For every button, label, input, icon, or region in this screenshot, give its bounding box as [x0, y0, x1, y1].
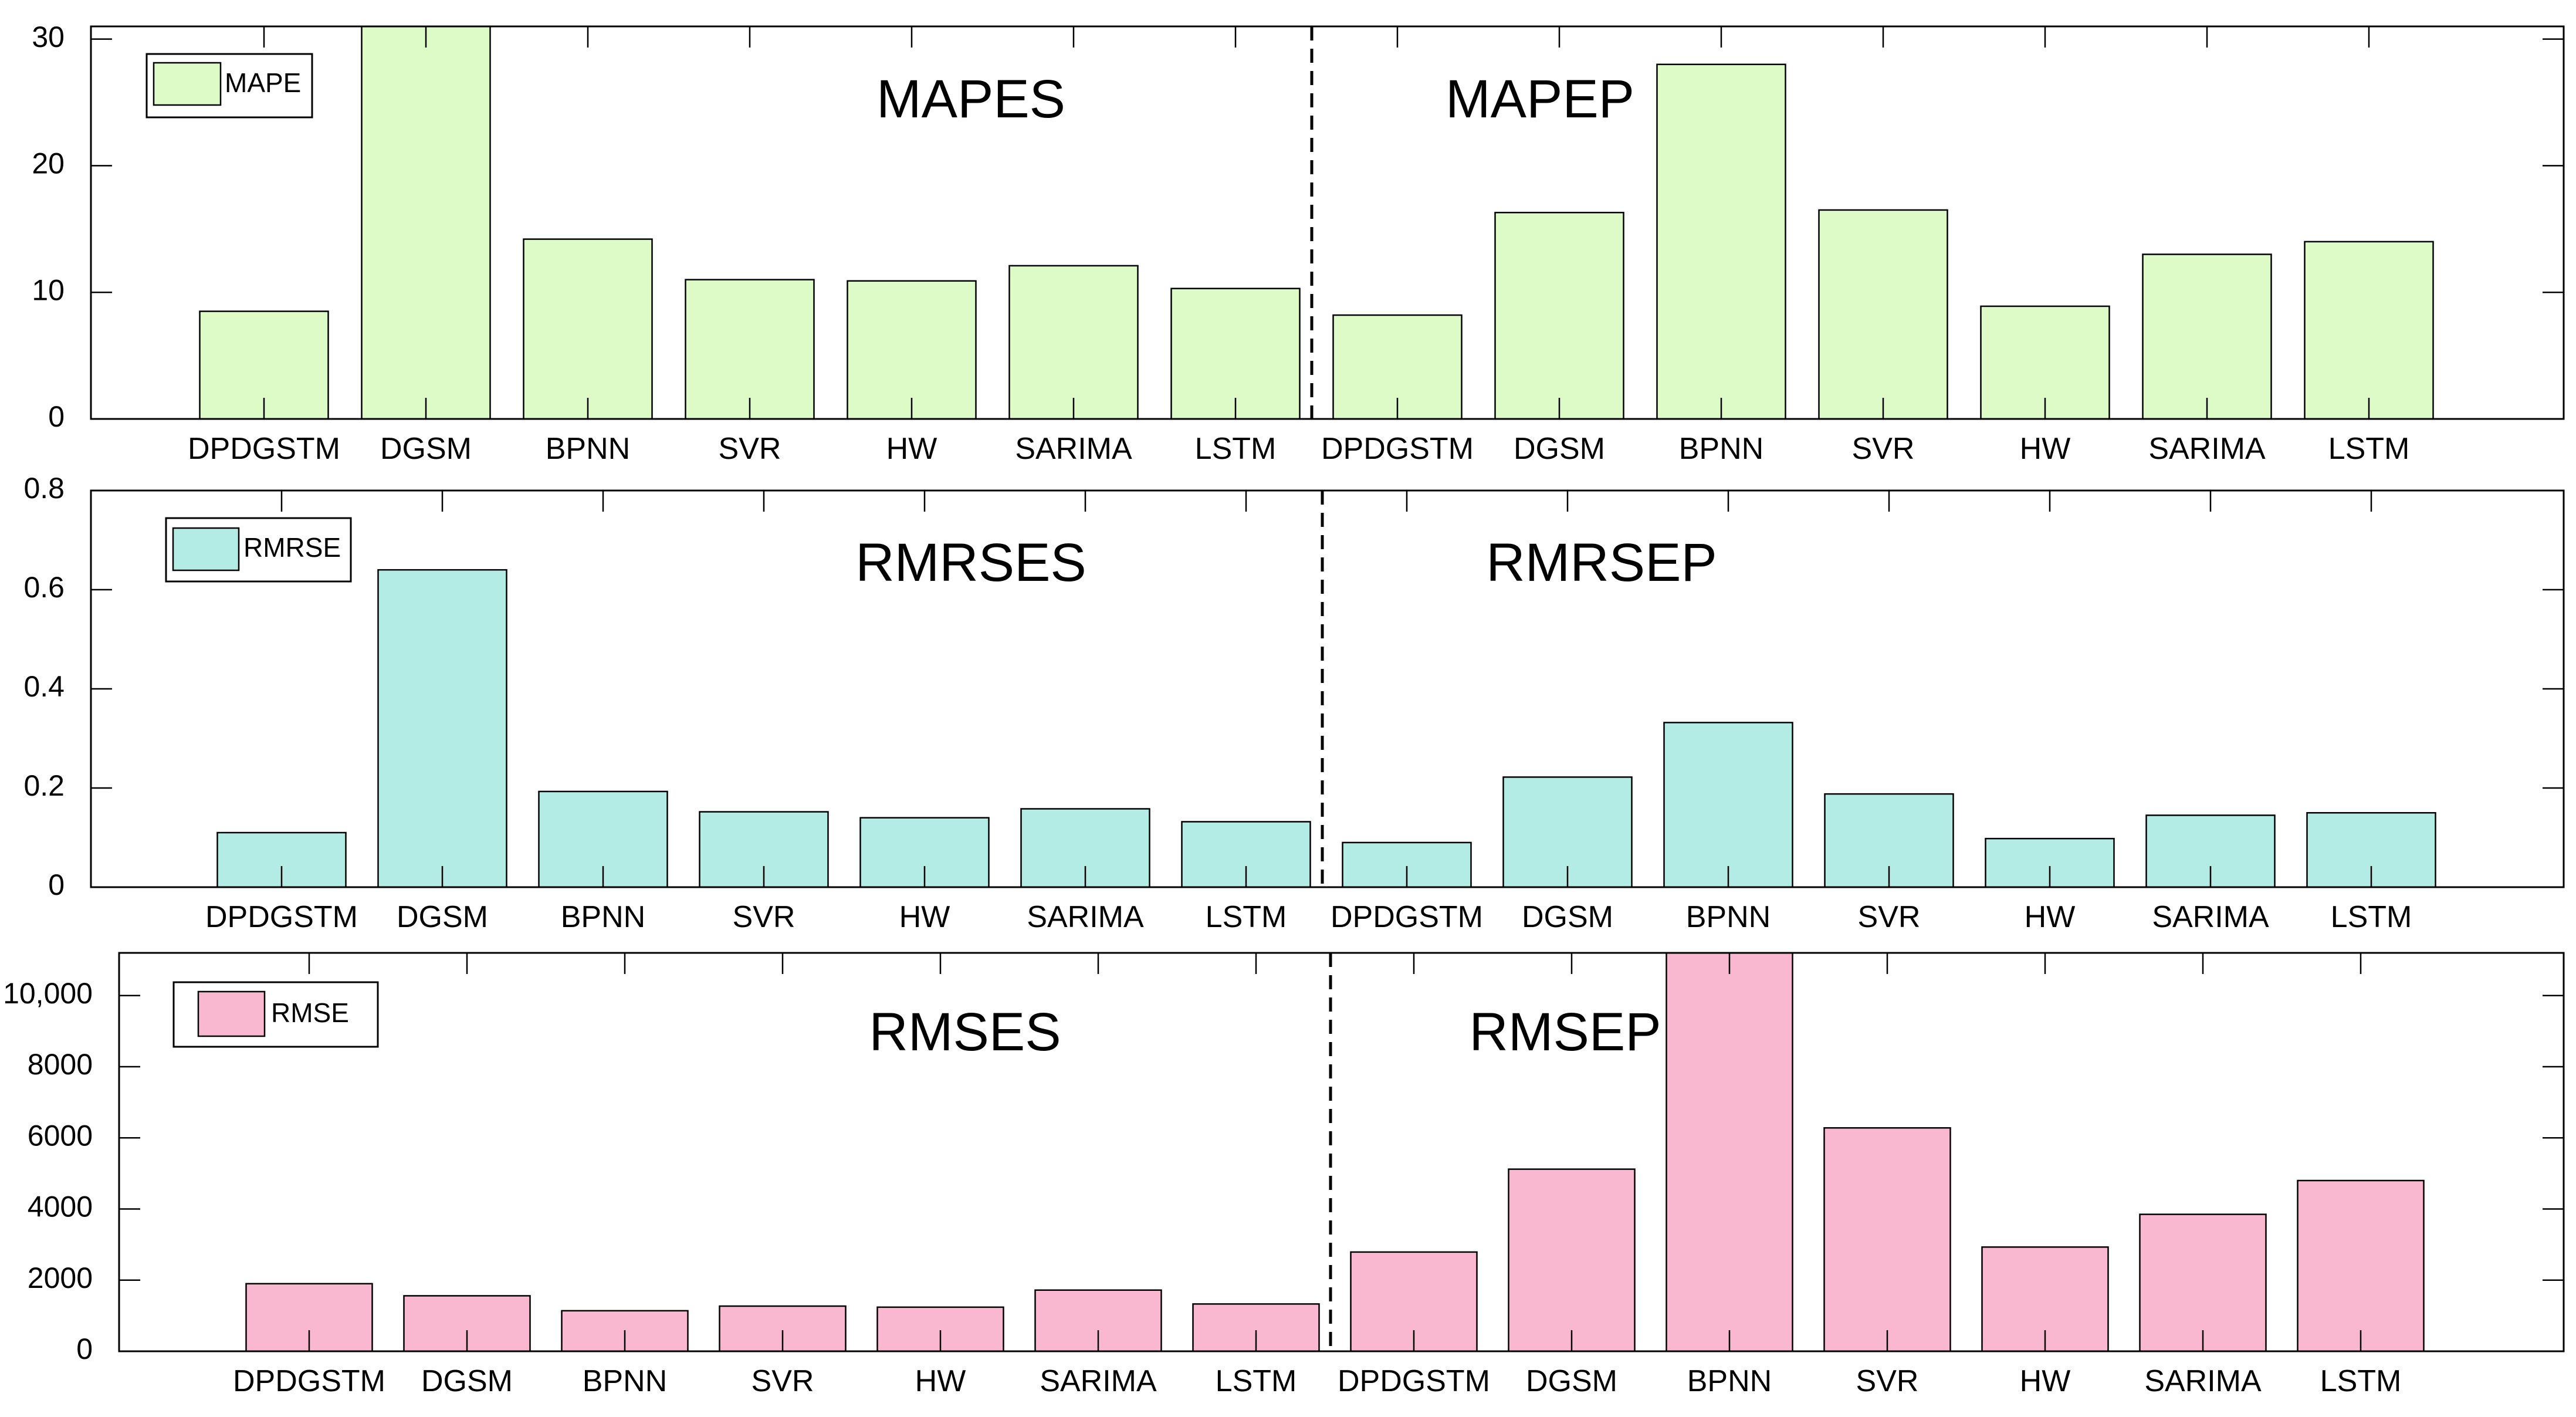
x-tick-label: SARIMA	[1015, 432, 1132, 466]
x-tick-label: SVR	[733, 900, 796, 934]
x-tick-label: HW	[2025, 900, 2076, 934]
y-tick-label: 0	[48, 400, 65, 433]
x-tick-label: DPDGSTM	[1331, 900, 1483, 934]
x-tick-label: DPDGSTM	[233, 1364, 385, 1398]
rmrse-panel: 0 0.2 0.4 0.6 0.8 DPDGSTM DGSM BPNN SVR HW SARIMA L…	[23, 472, 2565, 934]
left-section-label: MAPES	[876, 69, 1065, 129]
bar-svr-p	[1818, 209, 1948, 420]
x-tick-label: SVR	[1852, 432, 1915, 466]
x-tick-label: LSTM	[1195, 432, 1277, 466]
y-tick-label: 4000	[28, 1191, 93, 1223]
x-tick-label: DPDGSTM	[1338, 1364, 1490, 1398]
bar-sarima-p	[2142, 253, 2272, 420]
x-tick-label: SVR	[719, 432, 781, 466]
x-tick-label: SARIMA	[1027, 900, 1144, 934]
y-tick-label: 0	[48, 868, 65, 901]
x-tick-label: HW	[899, 900, 950, 934]
bar-bpnn-p	[1656, 63, 1786, 420]
y-tick-label: 10,000	[3, 977, 93, 1010]
x-tick-label: SARIMA	[2144, 1364, 2262, 1398]
bar-bpnn-p	[1666, 952, 1793, 1352]
y-tick-label: 0.4	[23, 670, 65, 703]
x-tick-label: BPNN	[1686, 900, 1771, 934]
legend-label: RMSE	[271, 997, 349, 1028]
y-tick-label: 30	[32, 21, 65, 53]
x-tick-label: DGSM	[421, 1364, 513, 1398]
x-tick-label: BPNN	[1679, 432, 1763, 466]
legend-label: MAPE	[225, 67, 301, 98]
bar-dgsm-s	[403, 1295, 531, 1352]
y-tick-label: 0.2	[23, 769, 65, 802]
x-tick-label: DPDGSTM	[205, 900, 358, 934]
x-tick-label: LSTM	[1206, 900, 1287, 934]
x-tick-label: DGSM	[1522, 900, 1613, 934]
x-tick-label: HW	[915, 1364, 966, 1398]
bar-sarima-p	[2139, 1213, 2267, 1352]
bar-dgsm-p	[1494, 211, 1624, 420]
x-tick-label: SVR	[1858, 900, 1921, 934]
bar-svr-s	[685, 279, 815, 420]
x-tick-label: BPNN	[1687, 1364, 1772, 1398]
rmrse-legend: RMRSE	[165, 517, 352, 583]
x-tick-label: SARIMA	[2152, 900, 2269, 934]
x-tick-label: HW	[2020, 432, 2071, 466]
legend-swatch	[153, 62, 222, 106]
bar-dgsm-s	[377, 569, 507, 888]
bar-lstm-p	[2297, 1179, 2425, 1352]
axes-frame	[118, 952, 2565, 1352]
x-tick-label: DGSM	[1526, 1364, 1617, 1398]
x-tick-label: DGSM	[1514, 432, 1605, 466]
x-tick-label: HW	[2020, 1364, 2071, 1398]
rmse-panel: 0 2000 4000 6000 8000 10,000 DPDGSTM DGSM BPNN SV…	[3, 952, 2565, 1398]
bar-bpnn-s	[523, 238, 653, 420]
right-section-label: RMRSEP	[1486, 533, 1717, 593]
bar-dgsm-p	[1508, 1168, 1636, 1352]
x-tick-label: SARIMA	[1040, 1364, 1157, 1398]
y-tick-label: 20	[32, 147, 65, 180]
x-tick-label: LSTM	[2320, 1364, 2402, 1398]
legend-label: RMRSE	[243, 532, 341, 563]
legend-swatch	[172, 527, 240, 571]
bar-lstm-s	[1170, 288, 1301, 420]
x-tick-label: BPNN	[583, 1364, 667, 1398]
x-tick-label: BPNN	[546, 432, 630, 466]
x-tick-label: DPDGSTM	[1321, 432, 1474, 466]
bar-dgsm-s	[361, 25, 491, 420]
y-tick-label: 8000	[28, 1048, 93, 1081]
x-tick-label: LSTM	[2331, 900, 2412, 934]
x-tick-label: LSTM	[1216, 1364, 1297, 1398]
bar-bpnn-p	[1663, 722, 1793, 888]
bar-sarima-s	[1008, 265, 1139, 420]
bar-svr-p	[1823, 1127, 1951, 1352]
right-section-label: RMSEP	[1469, 1002, 1661, 1062]
right-section-label: MAPEP	[1446, 69, 1634, 129]
y-tick-label: 10	[32, 273, 65, 306]
x-tick-label: DGSM	[397, 900, 488, 934]
legend-swatch	[197, 990, 266, 1037]
rmse-legend: RMSE	[172, 981, 379, 1048]
y-tick-label: 2000	[28, 1262, 93, 1294]
axes-frame	[90, 25, 2565, 420]
x-tick-label: SVR	[752, 1364, 814, 1398]
y-tick-label: 0	[76, 1333, 93, 1365]
x-tick-label: SARIMA	[2148, 432, 2266, 466]
x-tick-label: HW	[886, 432, 937, 466]
x-tick-label: DGSM	[380, 432, 472, 466]
x-tick-label: SVR	[1856, 1364, 1919, 1398]
bar-lstm-p	[2304, 241, 2434, 420]
left-section-label: RMRSES	[855, 533, 1086, 593]
y-tick-label: 0.8	[23, 472, 65, 505]
mape-legend: MAPE	[145, 53, 313, 119]
x-tick-label: DPDGSTM	[188, 432, 340, 466]
y-tick-label: 0.6	[23, 571, 65, 604]
bar-hw-s	[847, 280, 977, 420]
mape-panel: 0 10 20 30 DPDGSTM DGSM BPNN SVR HW SARIMA LSTM DPD…	[32, 21, 2565, 466]
x-tick-label: LSTM	[2328, 432, 2410, 466]
x-tick-label: BPNN	[561, 900, 645, 934]
left-section-label: RMSES	[869, 1002, 1061, 1062]
y-tick-label: 6000	[28, 1119, 93, 1152]
